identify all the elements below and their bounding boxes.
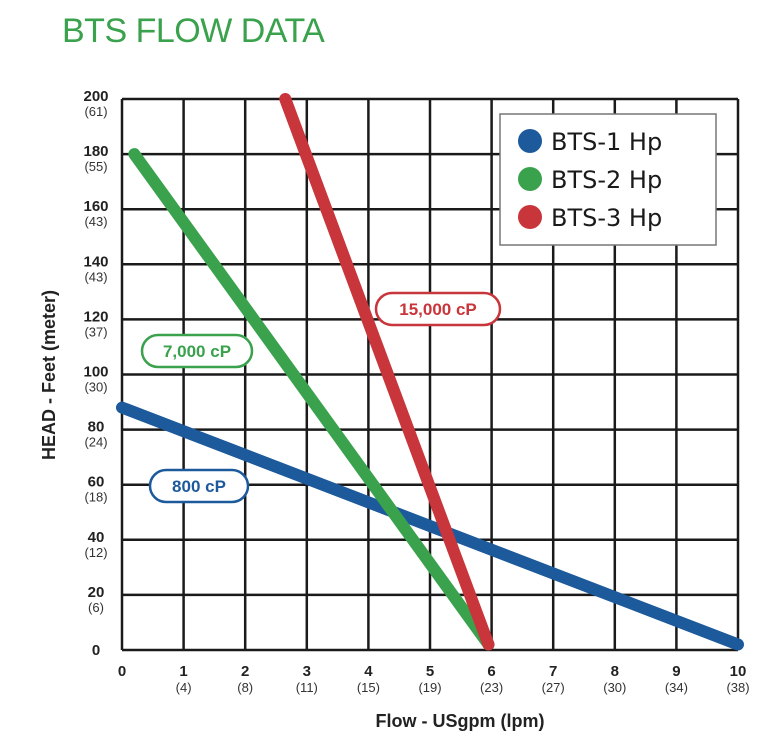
x-tick-sublabel: (38) — [726, 680, 749, 695]
series-annotation: 800 cP — [148, 468, 250, 504]
y-tick-label: 200 — [83, 88, 108, 105]
x-tick-label: 10 — [730, 663, 747, 680]
y-tick-label: 120 — [83, 308, 108, 325]
y-tick-sublabel: (12) — [84, 545, 107, 560]
series-line — [279, 93, 495, 651]
annotation-label: 800 cP — [172, 477, 226, 496]
x-tick-label: 1 — [179, 663, 187, 680]
x-axis-title: Flow - USgpm (lpm) — [376, 711, 545, 731]
y-tick-sublabel: (6) — [88, 600, 104, 615]
annotation-badge — [374, 291, 502, 327]
series-annotation: 15,000 cP — [374, 291, 502, 327]
annotation-label: 7,000 cP — [163, 342, 231, 361]
series-annotations: 800 cP 7,000 cP 15,000 cP — [140, 291, 502, 504]
y-tick-label: 140 — [83, 253, 108, 270]
page-title: BTS FLOW DATA — [62, 12, 325, 50]
x-tick-sublabel: (4) — [176, 680, 192, 695]
x-tick-sublabel: (27) — [542, 680, 565, 695]
y-tick-label: 60 — [88, 474, 105, 491]
x-tick-label: 4 — [364, 663, 373, 680]
y-tick-label: 160 — [83, 198, 108, 215]
y-tick-sublabel: (61) — [84, 104, 107, 119]
annotation-badge — [140, 333, 254, 369]
y-tick-sublabel: (24) — [84, 435, 107, 450]
x-tick-sublabel: (23) — [480, 680, 503, 695]
x-tick-sublabel: (19) — [418, 680, 441, 695]
y-tick-label: 180 — [83, 143, 108, 160]
x-tick-label: 7 — [549, 663, 557, 680]
legend-label: BTS-1 Hp — [551, 128, 662, 156]
y-tick-label: 20 — [88, 584, 105, 601]
annotation-label: 15,000 cP — [399, 300, 477, 319]
y-tick-label: 80 — [88, 419, 105, 436]
y-axis-title: HEAD - Feet (meter) — [39, 290, 59, 460]
x-axis-ticks: 0 1(4) 2(8) 3(11) 4(15) 5(19) 6(23) 7(27) 8(30) 9… — [118, 663, 750, 695]
y-tick-sublabel: (18) — [84, 490, 107, 505]
x-tick-label: 2 — [241, 663, 249, 680]
y-tick-sublabel: (55) — [84, 159, 107, 174]
x-tick-sublabel: (30) — [603, 680, 626, 695]
x-tick-sublabel: (11) — [296, 680, 318, 695]
x-tick-sublabel: (8) — [237, 680, 253, 695]
legend: BTS-1 Hp BTS-2 Hp BTS-3 Hp — [499, 113, 717, 246]
x-tick-label: 8 — [611, 663, 619, 680]
y-axis-ticks: 0 20(6) 40(12) 60(18) 80(24) 100(30) 120(37) 14… — [83, 88, 108, 659]
x-tick-label: 9 — [672, 663, 680, 680]
legend-label: BTS-3 Hp — [551, 204, 662, 232]
y-tick-sublabel: (43) — [84, 269, 107, 284]
legend-swatch — [518, 129, 542, 153]
x-tick-label: 6 — [487, 663, 495, 680]
series-line — [128, 148, 495, 651]
legend-swatch — [518, 167, 542, 191]
x-tick-label: 0 — [118, 663, 126, 680]
x-tick-label: 5 — [426, 663, 434, 680]
x-tick-sublabel: (34) — [665, 680, 688, 695]
series-line — [116, 401, 744, 651]
legend-swatch — [518, 205, 542, 229]
series-annotation: 7,000 cP — [140, 333, 254, 369]
legend-label: BTS-2 Hp — [551, 166, 662, 194]
x-tick-sublabel: (15) — [357, 680, 380, 695]
y-tick-label: 100 — [83, 364, 108, 381]
series-lines — [116, 93, 744, 651]
y-tick-label: 40 — [88, 529, 105, 546]
y-tick-sublabel: (37) — [84, 324, 107, 339]
x-tick-label: 3 — [303, 663, 311, 680]
y-tick-sublabel: (30) — [84, 380, 107, 395]
y-tick-sublabel: (43) — [84, 214, 107, 229]
annotation-badge — [148, 468, 250, 504]
y-tick-label: 0 — [92, 642, 100, 659]
